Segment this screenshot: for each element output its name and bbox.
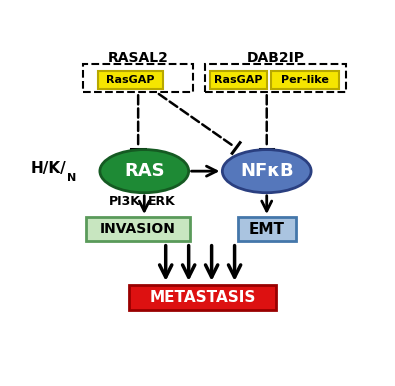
FancyBboxPatch shape [86,217,190,241]
Ellipse shape [222,150,311,193]
Text: PI3K: PI3K [109,195,141,208]
Text: RasGAP: RasGAP [214,75,263,85]
Text: METASTASIS: METASTASIS [149,290,256,305]
Text: RAS: RAS [124,162,165,180]
FancyBboxPatch shape [238,217,296,241]
Text: DAB2IP: DAB2IP [247,51,305,64]
Text: INVASION: INVASION [100,222,176,236]
Text: RasGAP: RasGAP [106,75,155,85]
Text: RASAL2: RASAL2 [108,51,169,64]
FancyBboxPatch shape [129,285,276,310]
Text: EMT: EMT [249,222,285,237]
Text: ERK: ERK [148,195,176,208]
Text: N: N [67,173,76,183]
FancyBboxPatch shape [83,64,193,92]
Text: NFκB: NFκB [240,162,293,180]
FancyBboxPatch shape [271,71,339,89]
FancyBboxPatch shape [205,64,346,92]
FancyBboxPatch shape [98,71,163,89]
FancyBboxPatch shape [210,71,267,89]
Text: Per-like: Per-like [281,75,329,85]
Text: H/K/: H/K/ [30,161,66,176]
Ellipse shape [100,150,189,193]
